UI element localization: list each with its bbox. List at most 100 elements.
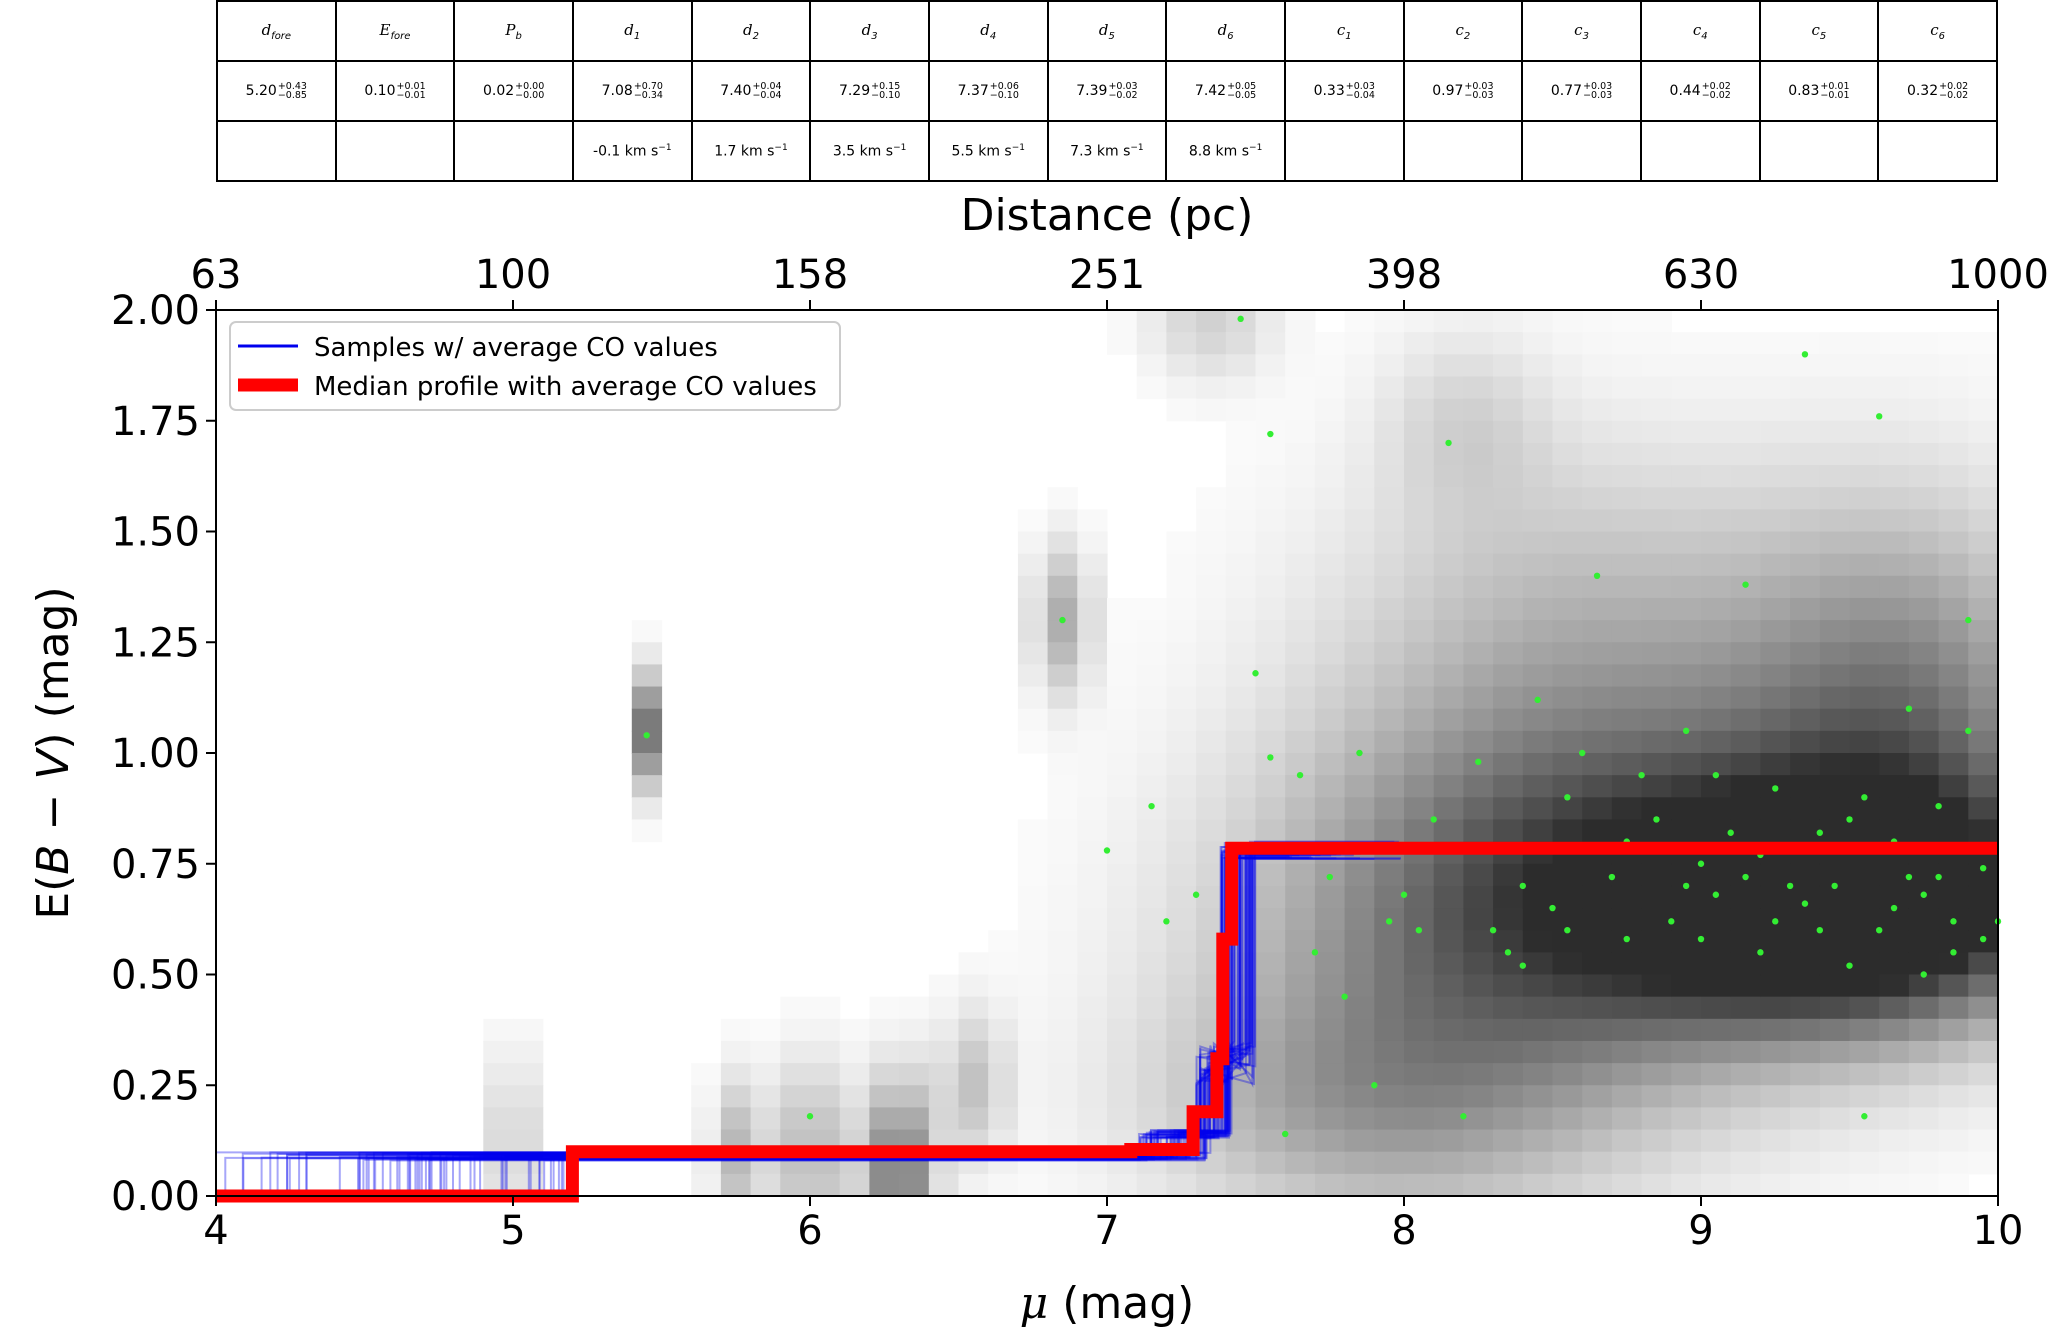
density-cell [1344,620,1375,643]
density-cell [1522,597,1554,621]
density-cell [1314,553,1346,577]
density-cell [1849,1085,1880,1108]
density-cell [1879,1085,1910,1108]
density-cell [1552,797,1583,821]
density-cell [1908,465,1940,488]
density-cell [1701,398,1732,422]
density-cell [1879,974,1910,998]
density-cell [483,1063,514,1086]
density-cell [1611,730,1643,754]
sample-profile-line [216,843,1321,1197]
density-cell [1908,1151,1940,1175]
density-cell [1819,730,1851,754]
density-cell [1641,620,1672,643]
density-cell [1611,974,1643,998]
density-cell [1968,664,1999,688]
density-cell [1374,1018,1405,1042]
density-cell [1225,376,1257,400]
density-cell [1611,420,1643,444]
density-cell [1344,597,1375,621]
density-cell [1374,575,1405,599]
density-cell [1968,1107,1999,1131]
density-cell [1701,531,1732,555]
density-cell [1849,398,1880,422]
density-cell [691,1173,722,1197]
density-cell [1908,797,1940,821]
top-tick-label: 63 [191,252,242,298]
density-cell [1136,620,1167,643]
density-cell [1077,620,1108,643]
density-cell [1047,708,1078,732]
density-cell [1819,1040,1851,1064]
density-cell [1730,376,1761,400]
density-cell [1077,753,1108,776]
density-cell [1849,553,1880,577]
density-cell [1255,974,1286,998]
density-cell [1671,908,1702,931]
density-cell [1730,974,1761,998]
density-cell [1671,465,1702,488]
table-header-cell: c3 [1521,0,1642,62]
density-cell [1136,1063,1167,1086]
density-cell [1047,531,1078,555]
density-cell [1285,531,1316,555]
density-cell [1047,974,1078,998]
density-cell [1285,354,1316,378]
density-cell [1404,819,1435,843]
density-cell [1968,730,1999,754]
sample-profile-line [216,843,1376,1197]
density-cell [1671,620,1702,643]
density-cell [1196,1151,1227,1175]
table-header-row: dfore Efore Pb d1 d2 d3 d4 d5 d6 c1 c2 c3 c4 c5 c6 [216,0,1998,62]
density-cell [1047,1173,1078,1197]
density-cell [1760,642,1791,665]
density-cell [1225,531,1257,555]
density-cell [1879,730,1910,754]
legend-median-label: Median profile with average CO values [314,372,817,402]
density-cell [1730,1040,1761,1064]
density-cell [1047,930,1078,953]
table-velocity-cell [1639,120,1761,182]
density-cell [1493,686,1524,710]
density-cell [1849,1063,1880,1086]
density-cell [1017,1085,1049,1108]
density-cell [1760,885,1791,909]
density-cell [1582,1129,1613,1153]
density-cell [1701,487,1732,510]
density-cell [1314,686,1346,710]
density-cell [1938,1129,1969,1153]
density-cell [1493,420,1524,444]
density-cell [1433,531,1464,555]
density-cell [1404,686,1435,710]
density-cell [1760,620,1791,643]
density-cell [1701,553,1732,577]
density-cell [1552,531,1583,555]
density-cell [1314,952,1346,976]
density-cell [1344,1107,1375,1131]
density-cell [1790,819,1821,843]
density-cell [1107,597,1138,621]
density-cell [1196,531,1227,555]
density-cell [631,642,663,665]
density-cell [899,1107,930,1131]
table-header-cell: c4 [1639,0,1761,62]
density-cell [1225,1151,1257,1175]
density-cell [1314,1040,1346,1064]
density-cell [1790,797,1821,821]
density-cell [1908,487,1940,510]
density-cell [1760,465,1791,488]
density-cell [1552,930,1583,953]
density-cell [1819,531,1851,555]
density-cell [1285,597,1316,621]
table-velocity-cell [334,120,456,182]
star-point [1579,749,1586,757]
density-cell [1463,1018,1494,1042]
density-cell [1968,620,1999,643]
density-cell [1522,332,1554,355]
star-point [1905,873,1913,881]
density-cell [928,974,960,998]
density-cell [1760,1018,1791,1042]
density-cell [1374,1107,1405,1131]
table-velocity-cell [453,120,574,182]
density-cell [1136,1085,1167,1108]
